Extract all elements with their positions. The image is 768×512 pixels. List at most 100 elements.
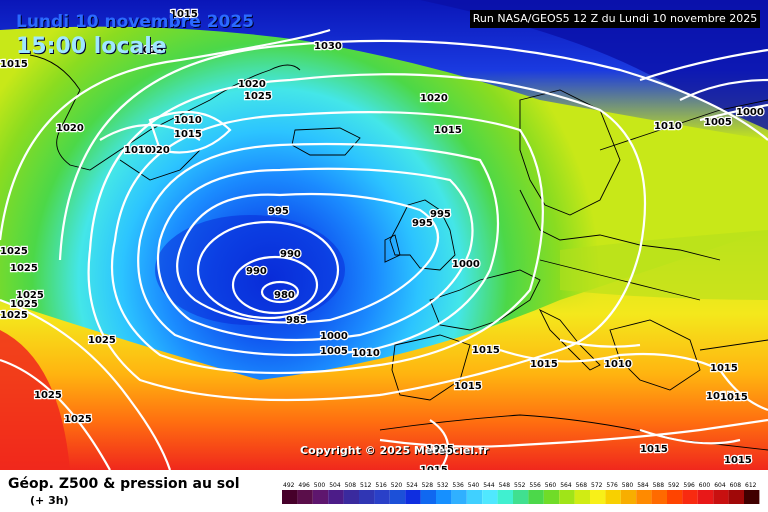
scale-swatch [482, 490, 498, 504]
isobar-label: 1015 [706, 391, 734, 402]
isobar-label: 1025 [0, 310, 28, 321]
scale-label: 540 [468, 482, 480, 489]
map-canvas: 1015103010151015102010251020101010151020… [0, 0, 768, 470]
central-europe-field [560, 230, 768, 300]
isobar-1010-ne [639, 48, 768, 82]
isobar-label: 1015 [720, 392, 748, 403]
isobar-label: 1000 [452, 259, 480, 270]
isobar-label: 1005 [320, 346, 348, 357]
isobar-label: 1025 [16, 290, 44, 301]
isobar-1000-ne [699, 103, 768, 122]
isobar-labels: 1015103010151015102010251020101010151020… [0, 8, 765, 470]
scale-label: 576 [606, 482, 618, 489]
scale-swatch [374, 490, 390, 504]
forecast-date: Lundi 10 novembre 2025 [16, 12, 254, 32]
isobar-label: 1025 [34, 390, 62, 401]
isobar-label: 1010 [124, 145, 152, 156]
isobar-label: 1015 [420, 465, 448, 470]
isobar-label: 1010 [654, 121, 682, 132]
isobar-label: 985 [286, 315, 307, 326]
isobar-label: 1015 [640, 444, 668, 455]
isobar-label: 995 [412, 218, 433, 229]
scale-swatch [574, 490, 590, 504]
isobar-label: 1020 [56, 123, 84, 134]
ireland-coast [384, 234, 401, 263]
scale-label: 612 [745, 482, 757, 489]
scale-label: 592 [668, 482, 680, 489]
isobar-1005-ne [679, 78, 768, 101]
scale-label: 544 [483, 482, 495, 489]
italy-coast [538, 308, 601, 371]
scale-swatch [513, 490, 529, 504]
scale-label: 532 [437, 482, 449, 489]
scale-swatch [713, 490, 729, 504]
isobar-985 [231, 255, 319, 315]
isobar-990 [196, 220, 340, 320]
isobar-label: 995 [268, 206, 289, 217]
scale-label: 504 [329, 482, 341, 489]
france-coast [429, 269, 541, 331]
legend-subtitle: (+ 3h) [30, 494, 69, 507]
scale-label: 556 [529, 482, 541, 489]
scale-label: 596 [683, 482, 695, 489]
run-info: Run NASA/GEOS5 12 Z du Lundi 10 novembre… [470, 10, 760, 28]
isobar-label: 1015 [170, 9, 198, 20]
legend-title: Géop. Z500 & pression au sol [8, 476, 240, 492]
scale-swatch [590, 490, 606, 504]
isobar-1015-africa2 [429, 419, 450, 470]
scale-swatch [620, 490, 637, 504]
isobar-1015-greenland [148, 110, 232, 154]
isobar-label: 1015 [0, 59, 28, 70]
scale-swatch [728, 490, 744, 504]
scale-swatch [466, 490, 483, 504]
forecast-time: 15:00 locale [16, 34, 167, 59]
warm-south-field [0, 230, 768, 470]
central-europe-borders [519, 189, 721, 261]
scale-label: 508 [345, 482, 357, 489]
scale-swatch [436, 490, 452, 504]
isobar-label: 1015 [136, 45, 164, 56]
isobars [0, 28, 768, 470]
isobar-label: 1015 [530, 359, 558, 370]
isobar-980 [260, 280, 300, 304]
scale-label: 516 [375, 482, 387, 489]
scale-swatch [744, 490, 760, 504]
isobar-1010 [110, 111, 544, 375]
isobar-1000 [156, 167, 474, 342]
scale-label: 524 [406, 482, 418, 489]
scale-swatch [682, 490, 698, 504]
isobar-label: 1020 [420, 93, 448, 104]
isobar-label: 1025 [10, 263, 38, 274]
legend-footer: Géop. Z500 & pression au sol (+ 3h) 492 4… [0, 470, 768, 512]
isobar-label: 1000 [736, 107, 764, 118]
scale-swatch [420, 490, 436, 504]
scale-label: 500 [314, 482, 326, 489]
scale-label: 608 [730, 482, 742, 489]
scale-label: 552 [514, 482, 526, 489]
uk-coast [389, 199, 456, 271]
greenland-south [119, 149, 201, 181]
iberia-coast [391, 334, 471, 401]
isobar-1005 [137, 142, 500, 357]
isobar-label: 1010 [604, 359, 632, 370]
isobar-1015-se [639, 428, 741, 445]
scale-label: 568 [576, 482, 588, 489]
scale-swatch [667, 490, 683, 504]
scale-swatch [543, 490, 560, 504]
scale-swatch [559, 490, 575, 504]
isobar-label: 990 [280, 249, 301, 260]
scale-swatch [697, 490, 714, 504]
isobar-label: 1025 [88, 335, 116, 346]
scale-label: 604 [714, 482, 726, 489]
isobar-label: 1025 [10, 299, 38, 310]
weather-map: 1015 1030 1015 1015 1020 1025 1020 1010 1015 1020… [0, 0, 768, 470]
coastlines [29, 54, 768, 451]
scale-swatch [343, 490, 359, 504]
turkey-coast [699, 339, 768, 351]
scale-label: 580 [622, 482, 634, 489]
isobar-label: 1000 [320, 331, 348, 342]
isobar-1015-africa [379, 418, 768, 448]
isobar-label: 1020 [142, 145, 170, 156]
isobar-1020 [58, 39, 768, 261]
scale-swatch [359, 490, 375, 504]
